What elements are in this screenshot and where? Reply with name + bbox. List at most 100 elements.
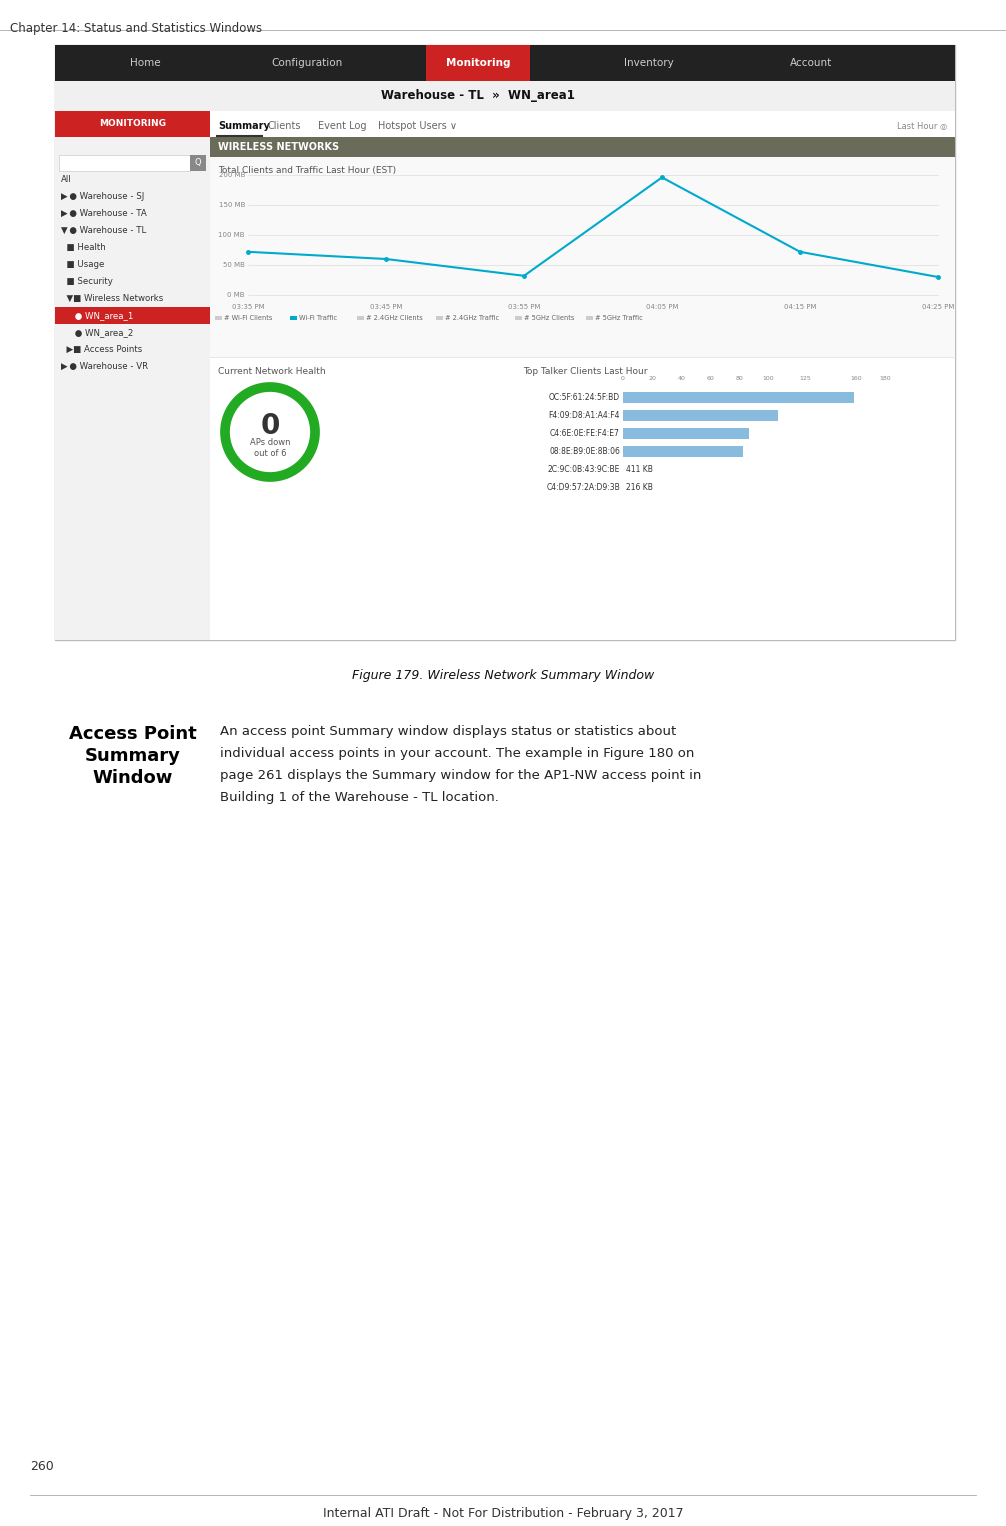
FancyBboxPatch shape: [55, 111, 210, 137]
FancyBboxPatch shape: [55, 81, 955, 111]
Text: 106.23 MB: 106.23 MB: [781, 410, 826, 420]
Text: ▶ ● Warehouse - TA: ▶ ● Warehouse - TA: [61, 209, 147, 218]
Text: 150 MB: 150 MB: [218, 201, 245, 208]
FancyBboxPatch shape: [623, 446, 743, 456]
Text: 216 KB: 216 KB: [626, 482, 653, 491]
Text: ▶■ Access Points: ▶■ Access Points: [61, 345, 142, 354]
FancyBboxPatch shape: [586, 316, 594, 320]
Text: 158.69 MB: 158.69 MB: [857, 392, 902, 401]
FancyBboxPatch shape: [357, 316, 364, 320]
Text: 04:15 PM: 04:15 PM: [784, 304, 816, 310]
Text: 03:35 PM: 03:35 PM: [231, 304, 265, 310]
Text: 0: 0: [621, 377, 625, 382]
FancyBboxPatch shape: [426, 44, 530, 81]
Text: 260: 260: [30, 1460, 53, 1474]
Text: 86.47 MB: 86.47 MB: [751, 429, 792, 438]
Text: Wi-Fi Traffic: Wi-Fi Traffic: [299, 314, 337, 320]
Text: Monitoring: Monitoring: [446, 58, 510, 69]
Text: 100: 100: [763, 377, 775, 382]
FancyBboxPatch shape: [290, 316, 297, 320]
Text: Summary: Summary: [85, 748, 180, 765]
FancyBboxPatch shape: [623, 392, 854, 403]
FancyBboxPatch shape: [623, 427, 748, 439]
FancyBboxPatch shape: [210, 137, 955, 157]
Text: # Wi-Fi Clients: # Wi-Fi Clients: [224, 314, 273, 320]
Text: 100 MB: 100 MB: [218, 232, 245, 238]
Text: Window: Window: [93, 769, 173, 787]
Text: OC:5F:61:24:5F:BD: OC:5F:61:24:5F:BD: [549, 392, 620, 401]
Circle shape: [225, 388, 315, 478]
Text: ● WN_area_2: ● WN_area_2: [61, 328, 134, 337]
Text: Hotspot Users ∨: Hotspot Users ∨: [378, 121, 457, 131]
Text: # 2.4GHz Traffic: # 2.4GHz Traffic: [446, 314, 499, 320]
FancyBboxPatch shape: [59, 156, 190, 171]
Text: Clients: Clients: [268, 121, 302, 131]
Text: MONITORING: MONITORING: [99, 119, 166, 128]
Text: 03:55 PM: 03:55 PM: [508, 304, 540, 310]
FancyBboxPatch shape: [515, 316, 522, 320]
Text: 411 KB: 411 KB: [626, 464, 653, 473]
Text: 2C:9C:0B:43:9C:BE: 2C:9C:0B:43:9C:BE: [547, 464, 620, 473]
Text: 04:25 PM: 04:25 PM: [921, 304, 954, 310]
Text: 0 MB: 0 MB: [227, 291, 245, 298]
Text: Building 1 of the Warehouse - TL location.: Building 1 of the Warehouse - TL locatio…: [220, 790, 499, 804]
Text: # 2.4GHz Clients: # 2.4GHz Clients: [366, 314, 424, 320]
Text: Home: Home: [130, 58, 160, 69]
Text: 20: 20: [648, 377, 656, 382]
Text: 08:8E:B9:0E:8B:06: 08:8E:B9:0E:8B:06: [549, 447, 620, 455]
Text: Warehouse - TL  »  WN_area1: Warehouse - TL » WN_area1: [381, 90, 575, 102]
Text: ▼ ● Warehouse - TL: ▼ ● Warehouse - TL: [61, 226, 146, 235]
FancyBboxPatch shape: [210, 157, 955, 357]
Text: Last Hour ◎: Last Hour ◎: [896, 122, 947, 131]
Text: Current Network Health: Current Network Health: [218, 366, 326, 375]
Text: F4:09:D8:A1:A4:F4: F4:09:D8:A1:A4:F4: [548, 410, 620, 420]
FancyBboxPatch shape: [210, 111, 955, 639]
Text: Configuration: Configuration: [272, 58, 343, 69]
Text: ● WN_area_1: ● WN_area_1: [61, 311, 134, 320]
Text: ▼■ Wireless Networks: ▼■ Wireless Networks: [61, 295, 163, 304]
Text: 0: 0: [261, 412, 280, 439]
FancyBboxPatch shape: [437, 316, 444, 320]
FancyBboxPatch shape: [55, 307, 210, 324]
FancyBboxPatch shape: [55, 44, 955, 639]
Text: Q: Q: [195, 159, 201, 168]
Text: 180: 180: [879, 377, 890, 382]
Text: 40: 40: [677, 377, 685, 382]
Text: 50 MB: 50 MB: [223, 262, 245, 269]
Text: # 5GHz Traffic: # 5GHz Traffic: [596, 314, 643, 320]
Text: individual access points in your account. The example in Figure 180 on: individual access points in your account…: [220, 748, 694, 760]
FancyBboxPatch shape: [55, 111, 210, 639]
Text: ▶ ● Warehouse - SJ: ▶ ● Warehouse - SJ: [61, 192, 144, 201]
Text: Summary: Summary: [218, 121, 270, 131]
Text: 03:45 PM: 03:45 PM: [370, 304, 402, 310]
FancyBboxPatch shape: [55, 44, 955, 81]
Text: Account: Account: [790, 58, 832, 69]
Text: Internal ATI Draft - Not For Distribution - February 3, 2017: Internal ATI Draft - Not For Distributio…: [323, 1506, 683, 1520]
Text: 04:05 PM: 04:05 PM: [646, 304, 678, 310]
Text: Inventory: Inventory: [624, 58, 674, 69]
Text: 125: 125: [799, 377, 811, 382]
Text: C4:D9:57:2A:D9:3B: C4:D9:57:2A:D9:3B: [546, 482, 620, 491]
Text: ■ Usage: ■ Usage: [61, 259, 105, 269]
Text: 60: 60: [706, 377, 714, 382]
Text: Figure 179. Wireless Network Summary Window: Figure 179. Wireless Network Summary Win…: [352, 668, 654, 682]
Text: 160: 160: [850, 377, 862, 382]
Text: Total Clients and Traffic Last Hour (EST): Total Clients and Traffic Last Hour (EST…: [218, 166, 396, 175]
Text: C4:6E:0E:FE:F4:E7: C4:6E:0E:FE:F4:E7: [550, 429, 620, 438]
Text: Access Point: Access Point: [68, 725, 196, 743]
Text: page 261 displays the Summary window for the AP1-NW access point in: page 261 displays the Summary window for…: [220, 769, 701, 781]
FancyBboxPatch shape: [190, 156, 206, 171]
Text: ■ Health: ■ Health: [61, 243, 106, 252]
Text: WIRELESS NETWORKS: WIRELESS NETWORKS: [218, 142, 339, 153]
Text: APs down
out of 6: APs down out of 6: [249, 438, 291, 458]
Text: Chapter 14: Status and Statistics Windows: Chapter 14: Status and Statistics Window…: [10, 21, 263, 35]
Text: ▶ ● Warehouse - VR: ▶ ● Warehouse - VR: [61, 362, 148, 371]
FancyBboxPatch shape: [210, 357, 955, 639]
Text: ■ Security: ■ Security: [61, 278, 113, 285]
Text: Event Log: Event Log: [318, 121, 366, 131]
Text: 80: 80: [735, 377, 743, 382]
FancyBboxPatch shape: [215, 316, 222, 320]
Text: An access point Summary window displays status or statistics about: An access point Summary window displays …: [220, 725, 676, 739]
Text: All: All: [61, 175, 71, 185]
Text: 200 MB: 200 MB: [218, 172, 245, 179]
